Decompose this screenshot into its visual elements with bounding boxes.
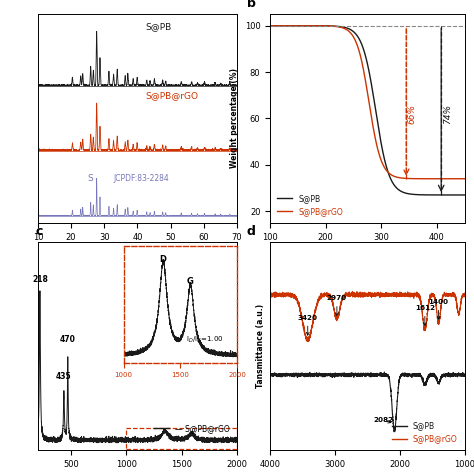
Text: 2082: 2082 [374, 417, 394, 423]
X-axis label: 2 Theta (degree): 2 Theta (degree) [95, 247, 180, 256]
Text: 1400: 1400 [428, 299, 448, 319]
Y-axis label: Weight percentage (%): Weight percentage (%) [230, 69, 239, 168]
Text: 218: 218 [32, 275, 48, 284]
Text: 435: 435 [56, 372, 72, 381]
Text: S@PB@rGO: S@PB@rGO [146, 91, 199, 100]
Text: b: b [247, 0, 256, 10]
Text: 3420: 3420 [298, 315, 318, 335]
Text: S@PB: S@PB [146, 22, 172, 31]
Legend: S@PB, S@PB@rGO: S@PB, S@PB@rGO [389, 419, 461, 447]
Text: c: c [36, 225, 43, 237]
X-axis label: Temperature (°C): Temperature (°C) [324, 247, 411, 256]
Y-axis label: Tansmittance (a.u.): Tansmittance (a.u.) [255, 304, 264, 388]
Bar [127, 428, 237, 449]
Text: 470: 470 [60, 335, 76, 344]
Text: JCPDF:83-2284: JCPDF:83-2284 [114, 174, 169, 183]
Legend: — S@PB@rGO: — S@PB@rGO [151, 421, 233, 436]
Text: 74%: 74% [443, 104, 452, 124]
Text: 1612: 1612 [415, 305, 435, 325]
Text: 66%: 66% [408, 104, 417, 124]
Legend: S@PB, S@PB@rGO: S@PB, S@PB@rGO [274, 191, 346, 219]
Text: S: S [88, 174, 93, 183]
Text: 2970: 2970 [327, 295, 347, 316]
Text: d: d [247, 225, 256, 237]
